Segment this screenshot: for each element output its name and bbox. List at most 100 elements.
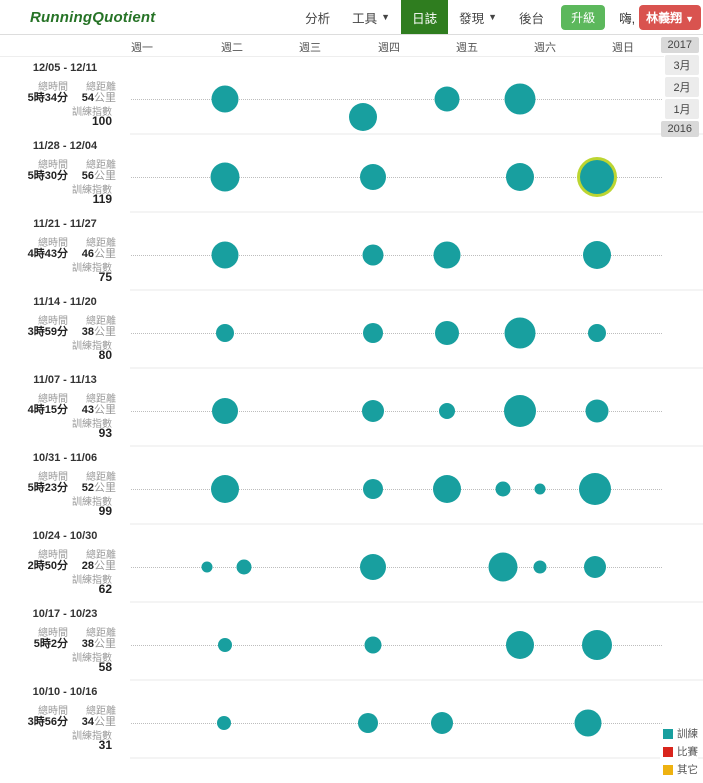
workout-bubble[interactable]	[495, 481, 511, 497]
workout-bubble[interactable]	[435, 321, 459, 345]
total-distance-label: 總距離	[86, 628, 116, 639]
workout-bubble[interactable]	[216, 324, 234, 342]
workout-bubble[interactable]	[217, 716, 231, 730]
chevron-down-icon: ▼	[381, 12, 391, 22]
workout-bubble[interactable]	[362, 244, 384, 266]
week-row: 12/05 - 12/11 總時間 總距離 5時34分 54公里 訓練指數 100	[0, 57, 703, 135]
total-distance-value: 34公里	[82, 713, 116, 729]
workout-bubble[interactable]	[588, 324, 606, 342]
weekday-header-3: 週四	[378, 42, 400, 54]
legend-item-0: 訓練	[663, 726, 698, 741]
week-stat-values: 5時34分 54公里	[12, 89, 116, 105]
workout-bubble[interactable]	[584, 556, 606, 578]
nav-item-label: 日誌	[412, 11, 438, 26]
workout-bubble[interactable]	[506, 163, 534, 191]
nav-item-label: 分析	[305, 11, 331, 26]
workout-bubble[interactable]	[504, 317, 536, 349]
workout-bubble[interactable]	[360, 164, 386, 190]
workout-bubble[interactable]	[211, 85, 239, 113]
workout-bubble[interactable]	[210, 162, 240, 192]
workout-bubble[interactable]	[362, 400, 384, 422]
workout-bubble[interactable]	[218, 638, 232, 652]
workout-bubble[interactable]	[433, 475, 461, 503]
workout-bubble[interactable]	[201, 561, 213, 573]
workout-bubble[interactable]	[363, 479, 383, 499]
total-time-value: 5時30分	[27, 170, 68, 182]
workout-bubble[interactable]	[358, 713, 378, 733]
week-row: 10/17 - 10/23 總時間 總距離 5時2分 38公里 訓練指數 58	[0, 603, 703, 681]
workout-bubble[interactable]	[434, 86, 460, 112]
week-stat-labels: 總時間 總距離	[12, 702, 116, 717]
upgrade-button[interactable]: 升級	[561, 4, 606, 30]
week-date-range: 11/14 - 11/20	[33, 296, 97, 308]
nav-item-label: 後台	[519, 11, 545, 26]
workout-bubble[interactable]	[211, 475, 239, 503]
total-distance-value: 54公里	[82, 89, 116, 105]
distance-number: 38	[81, 326, 94, 338]
legend-item-1: 比賽	[663, 744, 698, 759]
week-date-range: 10/10 - 10/16	[32, 686, 98, 698]
workout-bubble[interactable]	[582, 630, 612, 660]
year-button-2017[interactable]: 2017	[660, 37, 699, 53]
workout-bubble[interactable]	[583, 241, 611, 269]
training-index-value: 119	[92, 192, 112, 206]
month-button-3月[interactable]: 3月	[665, 55, 699, 75]
training-index-value: 62	[98, 582, 112, 596]
week-timeline	[116, 567, 662, 568]
training-index-label: 訓練指數	[72, 497, 112, 508]
workout-bubble[interactable]	[364, 636, 382, 654]
workout-bubble[interactable]	[360, 554, 386, 580]
workout-bubble[interactable]	[534, 483, 546, 495]
workout-bubble[interactable]	[236, 559, 252, 575]
nav-item-0[interactable]: 分析	[294, 0, 341, 34]
workout-bubble[interactable]	[431, 712, 453, 734]
workout-bubble[interactable]	[504, 395, 536, 427]
workout-bubble[interactable]	[433, 241, 461, 269]
week-stat-labels: 總時間 總距離	[12, 234, 116, 249]
week-stat-labels: 總時間 總距離	[12, 546, 116, 561]
distance-number: 38	[81, 638, 94, 650]
total-time-label: 總時間	[38, 82, 68, 93]
week-stat-values: 3時59分 38公里	[12, 323, 116, 339]
workout-bubble[interactable]	[580, 160, 614, 194]
main-nav: 分析 工具 ▼ 日誌 發現 ▼ 後台	[294, 0, 555, 34]
nav-item-1[interactable]: 工具 ▼	[341, 0, 401, 34]
distance-unit: 公里	[94, 560, 116, 572]
workout-bubble[interactable]	[574, 709, 602, 737]
training-index-label: 訓練指數	[72, 107, 112, 118]
month-button-1月[interactable]: 1月	[665, 99, 699, 119]
training-index-label: 訓練指數	[72, 575, 112, 586]
logo[interactable]: RunningQuotient	[30, 8, 156, 26]
training-index-label: 訓練指數	[72, 653, 112, 664]
workout-bubble[interactable]	[506, 631, 534, 659]
weekday-header-2: 週三	[299, 42, 321, 54]
workout-bubble[interactable]	[579, 473, 611, 505]
nav-item-label: 工具	[352, 11, 378, 26]
week-stat-values: 5時30分 56公里	[12, 167, 116, 183]
user-menu-button[interactable]: 林義翔 ▼	[639, 4, 701, 30]
year-month-nav: 2017 3月 2月 1月 2016	[660, 37, 699, 137]
weekday-header: 週一 週二 週三 週四 週五 週六 週日	[0, 36, 664, 57]
week-timeline	[116, 177, 662, 178]
workout-bubble[interactable]	[363, 323, 383, 343]
workout-bubble[interactable]	[504, 83, 536, 115]
distance-unit: 公里	[94, 326, 116, 338]
workout-bubble[interactable]	[211, 241, 239, 269]
workout-bubble[interactable]	[488, 552, 518, 582]
nav-item-2[interactable]: 日誌	[401, 0, 449, 34]
nav-item-4[interactable]: 後台	[508, 0, 555, 34]
total-time-label: 總時間	[38, 628, 68, 639]
week-summary: 10/10 - 10/16 總時間 總距離 3時56分 34公里 訓練指數 31	[0, 681, 130, 759]
total-time-value: 4時43分	[27, 248, 68, 260]
week-stat-labels: 總時間 總距離	[12, 468, 116, 483]
workout-bubble[interactable]	[349, 103, 377, 131]
workout-bubble[interactable]	[439, 403, 455, 419]
legend-swatch	[663, 746, 673, 757]
workout-bubble[interactable]	[533, 560, 547, 574]
year-button-2016[interactable]: 2016	[660, 121, 699, 137]
workout-bubble[interactable]	[585, 399, 609, 423]
month-button-2月[interactable]: 2月	[665, 77, 699, 97]
workout-bubble[interactable]	[212, 398, 238, 424]
nav-item-3[interactable]: 發現 ▼	[448, 0, 508, 34]
chevron-down-icon: ▼	[685, 13, 694, 24]
